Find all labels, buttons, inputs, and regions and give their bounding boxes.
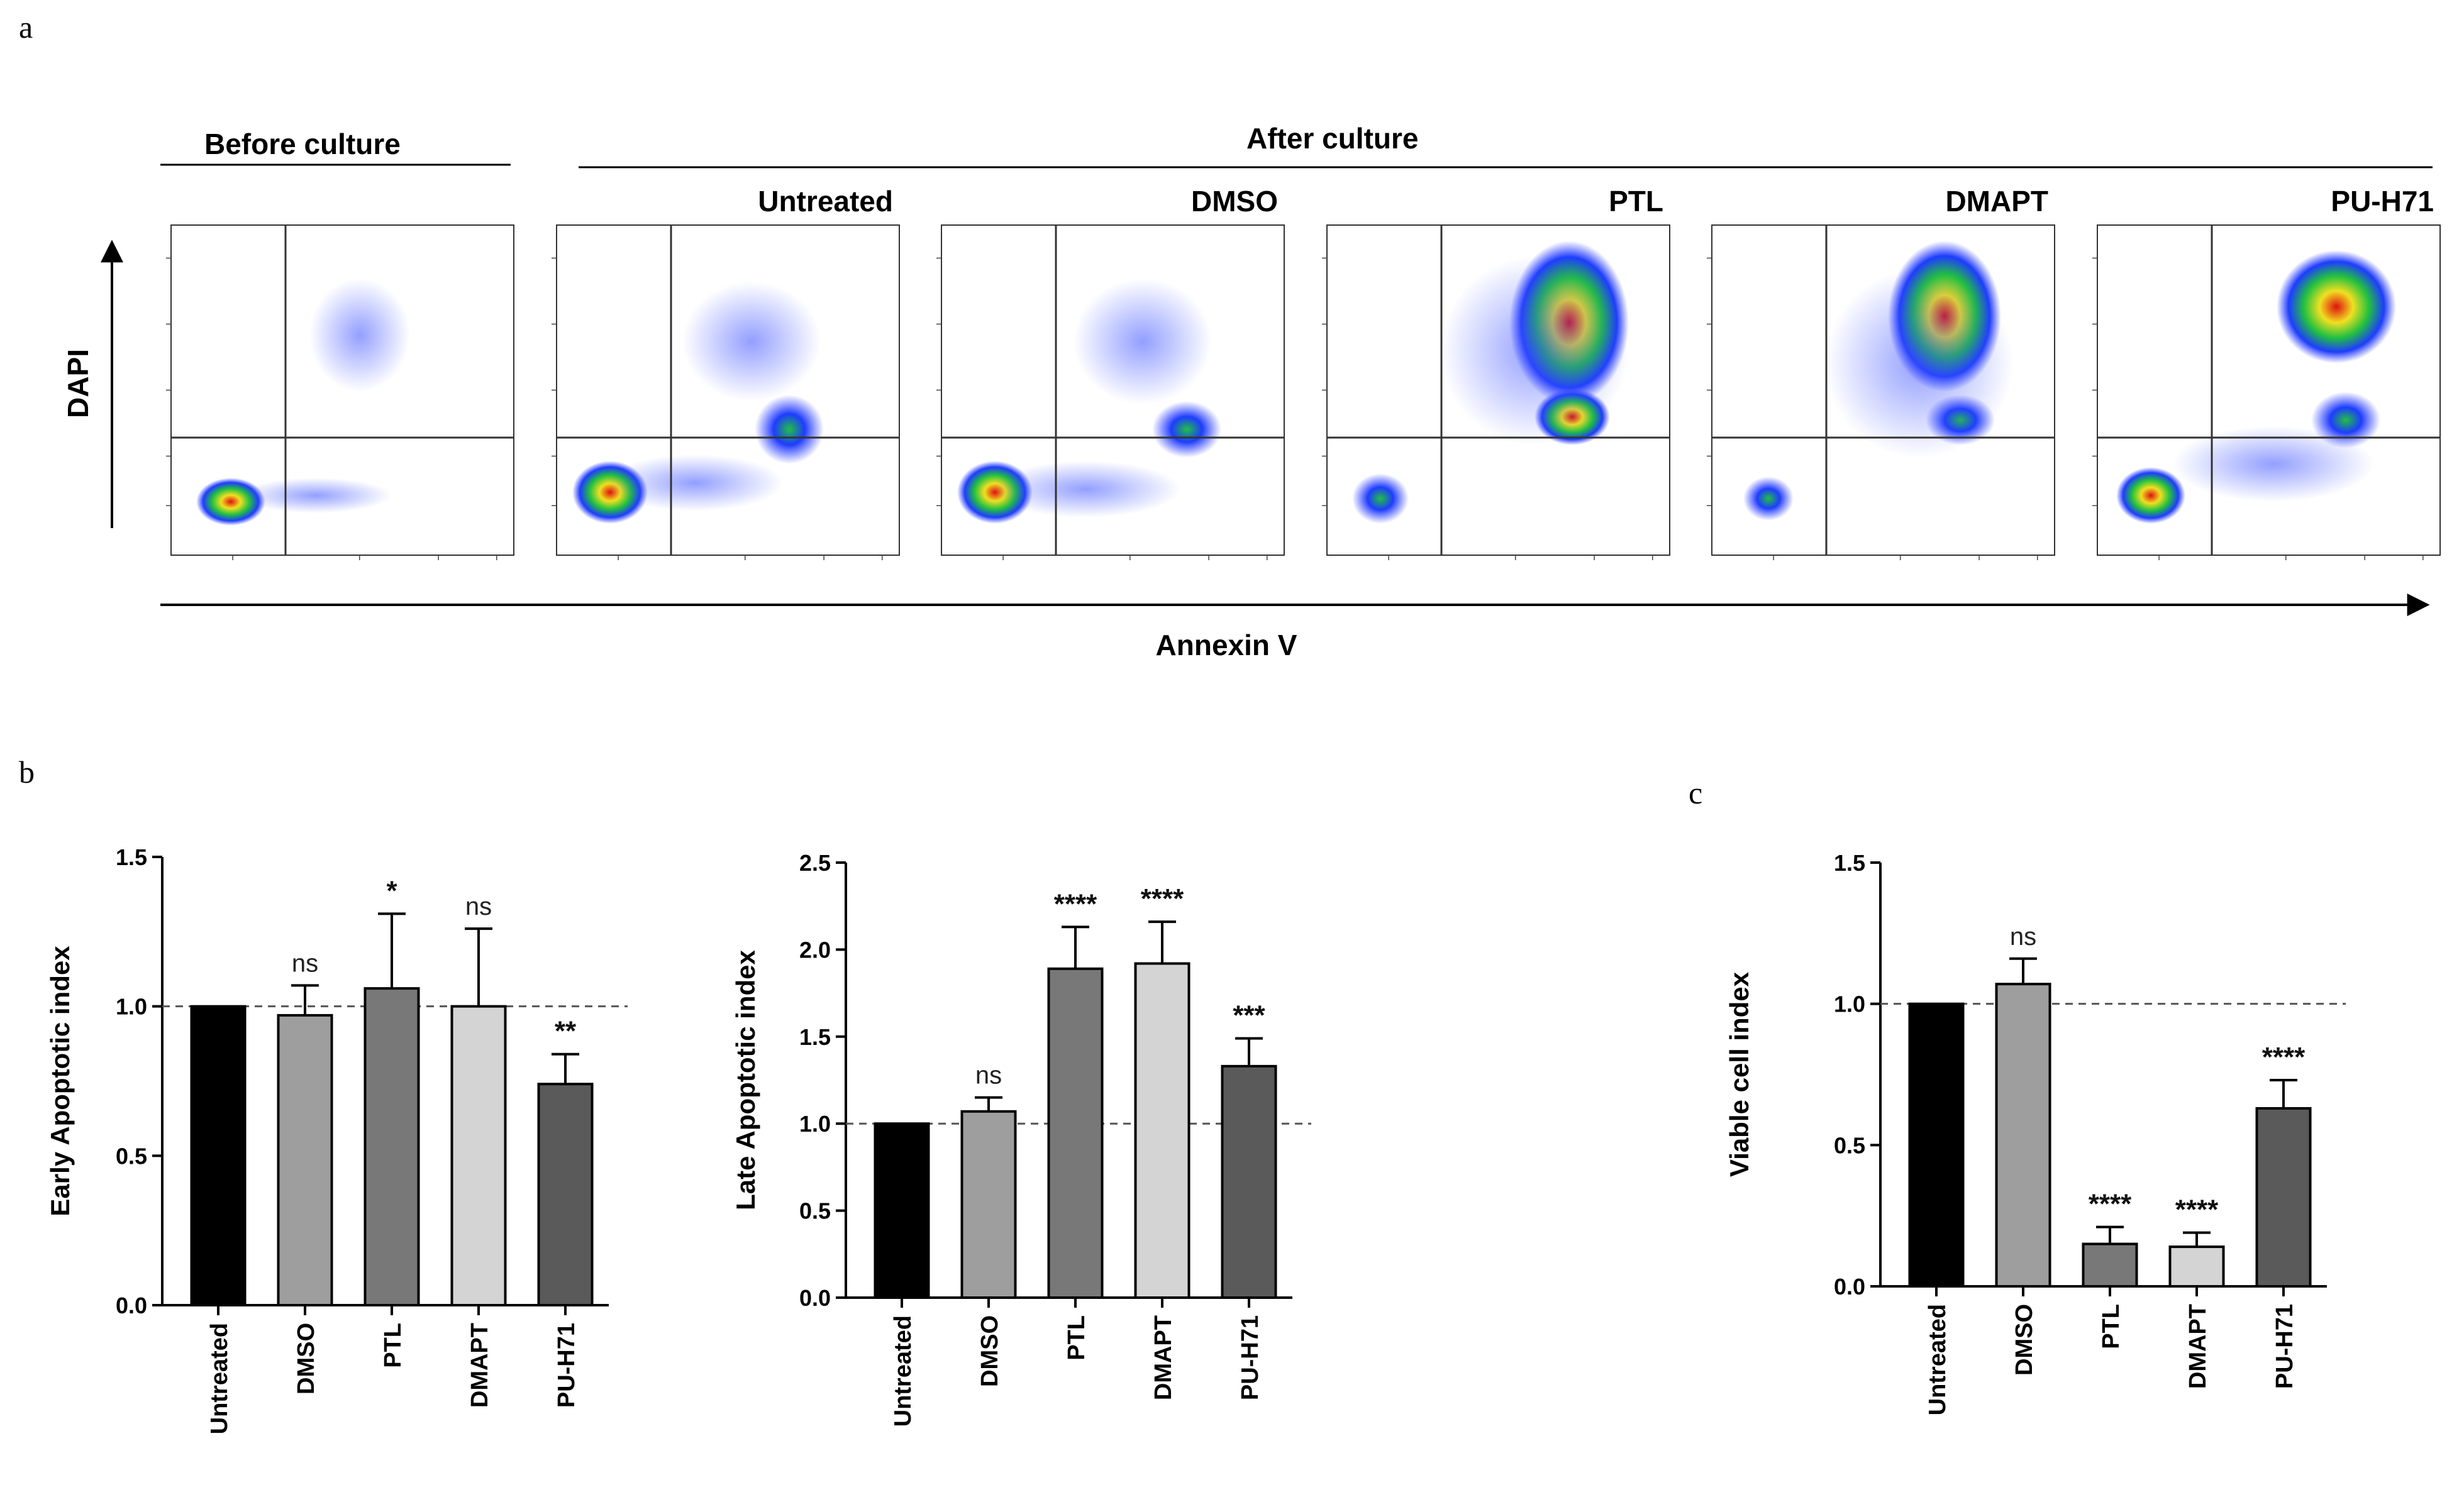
bar-chart-1: 0.0 0.5 1.0 1.5 Early Apoptotic index Untreat… [45,844,628,1434]
cell-population [2116,467,2185,524]
significance-label: **** [1141,883,1184,914]
bar-dmapt [450,1005,507,1306]
category-label: PTL [380,1323,406,1368]
category-label: DMAPT [1150,1315,1177,1400]
bar-dmapt [1134,962,1190,1299]
y-tick-label: 0.5 [1834,1132,1865,1158]
bar-ptl [1047,967,1104,1299]
facs-plot-title: PTL [1609,185,1663,218]
significance-label: ns [975,1062,1002,1090]
cell-population [2173,426,2374,502]
bar-ptl [2082,1242,2138,1288]
bar-untreated [874,1122,930,1299]
y-tick-label: 0.0 [1834,1274,1865,1300]
y-axis-label: Viable cell index [1724,971,1754,1177]
facs-plot-title: Untreated [758,185,893,218]
significance-label: * [386,875,397,906]
cell-population [992,461,1180,517]
cell-population [1152,401,1221,458]
bar-pu-h71 [1221,1064,1277,1299]
bar-dmapt [2168,1245,2225,1288]
panel-letter-b: b [19,754,35,790]
category-label: Untreated [890,1315,916,1427]
category-label: PU-H71 [553,1323,580,1408]
y-tick-label: 1.5 [116,844,147,870]
category-label: DMAPT [2185,1304,2211,1389]
annexin-axis-label: Annexin V [1156,629,1297,661]
y-tick-label: 0.5 [116,1143,147,1169]
cell-population [1825,269,2014,458]
cell-population [1352,473,1409,524]
category-label: DMAPT [467,1323,493,1408]
cell-population [240,478,391,513]
category-label: PU-H71 [1237,1315,1263,1400]
cell-population [1074,279,1212,404]
y-axis-label: Early Apoptotic index [45,946,75,1217]
category-label: PU-H71 [2272,1304,2298,1389]
cell-population [755,395,824,464]
y-tick-label: 1.0 [116,994,147,1020]
after-culture-header: After culture [1246,122,1418,155]
flow-cytometry-plots: Untreated DMSO PTL DMAPT PU-H71 [166,185,2441,560]
cell-population [682,282,821,401]
bar-charts: 0.0 0.5 1.0 1.5 Early Apoptotic index Untreat… [45,844,2346,1434]
panel-letter-c: c [1689,775,1702,810]
facs-plot-title: DMAPT [1945,185,2048,218]
facs-plot-5: DMAPT [1707,185,2055,560]
significance-label: ns [2010,923,2036,951]
significance-label: **** [2175,1195,2219,1225]
dapi-axis-label: DAPI [62,349,94,418]
bar-untreated [190,1005,247,1306]
significance-label: *** [1233,1000,1265,1031]
category-label: PTL [1063,1315,1090,1361]
y-tick-label: 0.5 [799,1198,831,1224]
significance-label: ns [465,893,492,920]
bar-dmso [960,1110,1017,1299]
cell-population [309,279,410,392]
facs-plot-3: DMSO [936,185,1285,560]
y-tick-label: 2.0 [799,937,831,963]
significance-label: **** [1054,888,1097,919]
bar-pu-h71 [2255,1107,2312,1288]
bar-chart-3: 0.0 0.5 1.0 1.5 Viable cell index Untreated DM… [1724,850,2346,1415]
cell-population [1440,257,1629,445]
y-tick-label: 1.5 [1834,850,1865,876]
cell-population [607,455,783,511]
significance-label: **** [2089,1189,2132,1220]
y-axis-label: Late Apoptotic index [731,949,760,1210]
facs-plot-2: Untreated [552,185,900,560]
panel-letter-a: a [19,9,33,45]
y-tick-label: 0.0 [799,1285,831,1311]
facs-plot-4: PTL [1322,185,1670,560]
category-label: DMSO [293,1323,319,1394]
y-tick-label: 1.0 [1834,991,1865,1017]
y-tick-label: 2.5 [799,850,831,876]
y-tick-label: 0.0 [116,1293,147,1318]
bar-untreated [1908,1002,1965,1288]
significance-label: ** [555,1016,577,1047]
y-tick-label: 1.5 [799,1024,831,1050]
y-tick-label: 1.0 [799,1111,831,1137]
bar-chart-2: 0.0 0.5 1.0 1.5 2.0 2.5 Late Apoptotic index Un… [731,850,1311,1427]
facs-plot-6: PU-H71 [2092,185,2441,560]
category-label: PTL [2098,1304,2124,1349]
bar-pu-h71 [537,1083,594,1306]
cell-population [2277,250,2396,363]
significance-label: ns [292,949,318,977]
category-label: Untreated [206,1323,233,1434]
category-label: Untreated [1924,1304,1951,1415]
facs-plot-title: DMSO [1191,185,1278,218]
facs-plot-title: PU-H71 [2331,185,2434,218]
cell-population [1743,477,1794,521]
bar-dmso [1995,983,2051,1288]
facs-plot-1 [166,224,514,560]
significance-label: **** [2262,1042,2306,1073]
before-culture-header: Before culture [204,128,401,160]
bar-ptl [363,987,420,1306]
category-label: DMSO [977,1315,1003,1387]
bar-dmso [277,1013,333,1306]
category-label: DMSO [2011,1304,2038,1376]
